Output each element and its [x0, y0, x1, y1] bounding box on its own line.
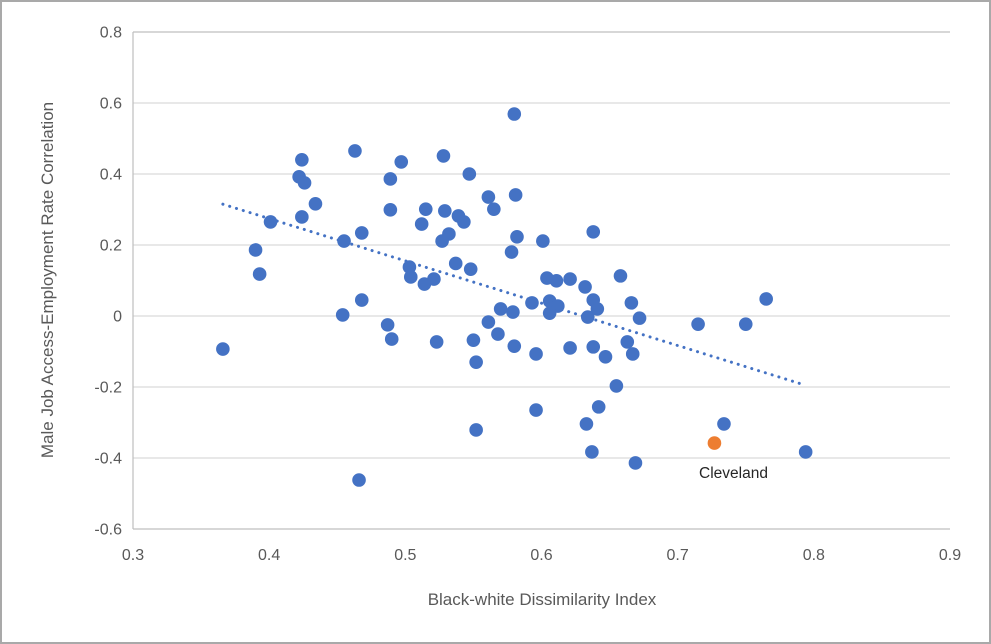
y-tick-label: 0 [113, 309, 122, 326]
scatter-point [469, 355, 483, 369]
scatter-point [493, 302, 508, 316]
scatter-point [563, 272, 577, 286]
scatter-point [586, 340, 601, 354]
y-tick-label: 0.6 [100, 96, 122, 113]
scatter-point [491, 327, 505, 341]
scatter-point [691, 317, 705, 331]
scatter-point [508, 188, 523, 202]
scatter-point [383, 203, 398, 217]
scatter-point [504, 245, 519, 259]
scatter-point [216, 342, 230, 356]
scatter-point [448, 256, 463, 271]
x-tick-label: 0.9 [939, 547, 961, 564]
scatter-point [632, 311, 647, 325]
scatter-point [586, 225, 601, 239]
scatter-point [436, 149, 451, 163]
scatter-point [525, 296, 539, 310]
scatter-point [798, 445, 813, 459]
scatter-point [590, 302, 605, 316]
trend-line [221, 202, 806, 387]
scatter-point [487, 202, 501, 216]
scatter-point [383, 172, 398, 186]
scatter-point [542, 306, 557, 320]
y-axis-title: Male Job Access-Employment Rate Correlat… [38, 101, 57, 459]
y-tick-label: -0.6 [94, 522, 122, 539]
scatter-point [248, 243, 263, 257]
scatter-point [529, 403, 543, 417]
x-tick-label: 0.3 [122, 547, 144, 564]
scatter-point [394, 155, 409, 169]
scatter-point [252, 267, 267, 281]
scatter-point [585, 445, 599, 459]
y-tick-label: -0.2 [94, 380, 122, 397]
scatter-point [403, 270, 418, 284]
scatter-point [759, 292, 773, 306]
x-tick-label: 0.6 [530, 547, 552, 564]
scatter-point [380, 318, 395, 332]
scatter-point [598, 350, 613, 364]
scatter-point [354, 293, 369, 307]
scatter-point [481, 190, 496, 204]
cleveland-label: Cleveland [699, 465, 768, 482]
scatter-point [352, 473, 366, 487]
scatter-point [620, 335, 635, 349]
scatter-point [613, 269, 628, 283]
y-tick-label: 0.4 [100, 167, 122, 184]
scatter-point [507, 339, 522, 353]
scatter-point [466, 333, 481, 347]
scatter-point [510, 230, 524, 244]
scatter-point [337, 234, 351, 248]
scatter-point [263, 215, 278, 229]
x-axis-title: Black-white Dissimilarity Index [427, 590, 657, 609]
scatter-point [462, 167, 477, 181]
scatter-point [384, 332, 399, 346]
scatter-point [457, 215, 471, 229]
scatter-point [295, 153, 309, 167]
scatter-point [402, 260, 417, 274]
scatter-point [438, 204, 452, 218]
x-tick-label: 0.7 [667, 547, 689, 564]
scatter-point [738, 317, 753, 331]
y-tick-label: -0.4 [94, 451, 122, 468]
scatter-point [529, 347, 543, 361]
scatter-point [295, 210, 309, 224]
x-tick-label: 0.8 [803, 547, 825, 564]
scatter-point [578, 280, 592, 294]
cleveland-point [707, 436, 722, 450]
scatter-point [463, 262, 478, 276]
scatter-point [717, 417, 731, 431]
scatter-point [624, 296, 639, 310]
scatter-point [563, 341, 577, 355]
scatter-point [335, 308, 350, 322]
scatter-point [591, 400, 606, 414]
scatter-point [580, 310, 595, 324]
scatter-point [628, 456, 643, 470]
scatter-point [625, 347, 640, 361]
scatter-point [429, 335, 444, 349]
scatter-point [427, 272, 441, 286]
x-tick-label: 0.5 [394, 547, 416, 564]
scatter-point [579, 417, 594, 431]
scatter-point [469, 423, 483, 437]
scatter-point [414, 217, 429, 231]
x-tick-label: 0.4 [258, 547, 280, 564]
scatter-point [354, 226, 369, 240]
scatter-point [506, 305, 520, 319]
scatter-point [549, 274, 564, 288]
scatter-point [435, 234, 449, 248]
scatter-point [297, 176, 312, 190]
scatter-point [609, 379, 624, 393]
scatter-point [536, 234, 550, 248]
scatter-point [348, 144, 362, 158]
y-tick-label: 0.2 [100, 238, 122, 255]
scatter-point [481, 315, 496, 329]
scatter-point [507, 107, 522, 121]
y-tick-label: 0.8 [100, 25, 122, 42]
scatter-point [418, 202, 433, 216]
scatter-point [308, 197, 323, 211]
